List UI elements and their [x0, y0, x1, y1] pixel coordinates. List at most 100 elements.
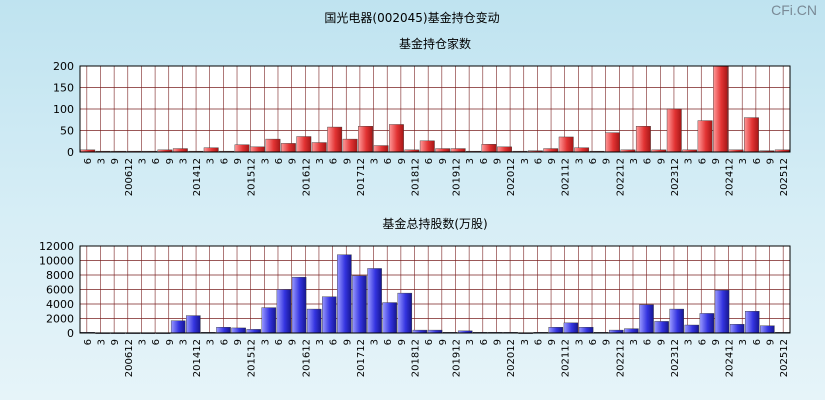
x-tick-label: 202312: [670, 339, 681, 377]
x-tick-label: 6: [383, 339, 394, 345]
x-tick-label: 202312: [670, 158, 681, 196]
x-tick-label: 3: [629, 339, 640, 345]
bar: [419, 140, 435, 153]
x-tick-label: 201812: [411, 158, 422, 196]
x-tick-label: 6: [329, 158, 340, 164]
x-tick-label: 9: [397, 339, 408, 345]
x-tick-label: 200612: [124, 339, 135, 377]
x-tick-label: 3: [137, 158, 148, 164]
bar: [231, 327, 246, 334]
x-tick-label: 201412: [192, 339, 203, 377]
x-tick-label: 201612: [301, 339, 312, 377]
x-tick-label: 6: [424, 158, 435, 164]
bar: [435, 148, 451, 153]
bar: [497, 146, 512, 153]
bar: [276, 289, 292, 334]
x-tick-label: 9: [110, 339, 121, 345]
x-tick-label: 9: [766, 339, 777, 345]
bar: [186, 315, 201, 334]
x-tick-label: 3: [574, 158, 585, 164]
bar: [669, 308, 684, 334]
bar: [697, 120, 713, 153]
bar: [654, 321, 669, 334]
x-tick-label: 201612: [301, 158, 312, 196]
x-tick-label: 6: [752, 158, 763, 164]
x-tick-label: 6: [588, 339, 599, 345]
bar: [170, 320, 186, 334]
x-tick-label: 6: [752, 339, 763, 345]
y-tick-label: 50: [60, 125, 74, 138]
x-tick-label: 201912: [451, 158, 462, 196]
x-tick-label: 9: [766, 158, 777, 164]
x-tick-label: 9: [233, 339, 244, 345]
x-tick-label: 6: [219, 339, 230, 345]
bar: [388, 124, 404, 153]
x-tick-label: 6: [588, 158, 599, 164]
bar: [760, 325, 775, 334]
bar: [450, 148, 466, 153]
x-tick-label: 6: [643, 158, 654, 164]
x-tick-label: 3: [574, 339, 585, 345]
bar: [714, 290, 730, 334]
x-tick-label: 3: [206, 339, 217, 345]
y-tick-label: 8000: [46, 269, 74, 282]
bar: [250, 146, 265, 153]
x-tick-label: 6: [383, 158, 394, 164]
x-tick-label: 6: [424, 339, 435, 345]
x-tick-label: 6: [697, 339, 708, 345]
bar: [172, 148, 188, 153]
bar: [605, 132, 620, 153]
x-tick-label: 6: [151, 339, 162, 345]
x-tick-label: 202512: [779, 158, 790, 196]
x-tick-label: 6: [83, 339, 94, 345]
x-tick-label: 202012: [506, 158, 517, 196]
x-tick-label: 9: [342, 158, 353, 164]
y-tick-label: 0: [67, 146, 74, 159]
x-tick-label: 3: [137, 339, 148, 345]
bar: [481, 144, 497, 153]
x-tick-label: 202112: [561, 339, 572, 377]
bar: [337, 254, 352, 334]
x-tick-label: 3: [684, 158, 695, 164]
y-tick-label: 12000: [39, 240, 74, 253]
x-tick-label: 3: [629, 158, 640, 164]
bar: [744, 311, 760, 334]
x-tick-label: 201712: [356, 158, 367, 196]
bar: [367, 268, 382, 334]
x-tick-label: 6: [533, 158, 544, 164]
x-tick-label: 9: [288, 339, 299, 345]
y-tick-label: 200: [53, 60, 74, 73]
x-tick-label: 9: [547, 339, 558, 345]
x-tick-label: 201512: [247, 158, 258, 196]
y-tick-label: 0: [67, 327, 74, 340]
x-tick-label: 3: [315, 158, 326, 164]
bar: [342, 138, 358, 153]
bar: [558, 136, 574, 153]
x-tick-label: 3: [178, 158, 189, 164]
bar: [291, 276, 307, 334]
x-tick-label: 201512: [247, 339, 258, 377]
x-tick-label: 201412: [192, 158, 203, 196]
x-tick-label: 3: [370, 339, 381, 345]
x-tick-label: 3: [260, 339, 271, 345]
x-tick-label: 6: [329, 339, 340, 345]
bar: [382, 302, 397, 334]
x-tick-label: 9: [602, 158, 613, 164]
x-tick-label: 3: [370, 158, 381, 164]
x-tick-label: 6: [219, 158, 230, 164]
x-tick-label: 202412: [725, 339, 736, 377]
x-tick-label: 9: [602, 339, 613, 345]
x-tick-label: 3: [96, 339, 107, 345]
x-tick-label: 3: [465, 158, 476, 164]
x-tick-label: 9: [342, 339, 353, 345]
x-tick-label: 6: [479, 339, 490, 345]
y-tick-label: 4000: [46, 298, 74, 311]
y-tick-label: 10000: [39, 255, 74, 268]
x-tick-label: 6: [274, 339, 285, 345]
watermark: CFi.CN: [771, 2, 817, 18]
page-title: 国光电器(002045)基金持仓变动: [324, 10, 499, 25]
bar: [743, 117, 759, 153]
bar: [322, 296, 337, 334]
